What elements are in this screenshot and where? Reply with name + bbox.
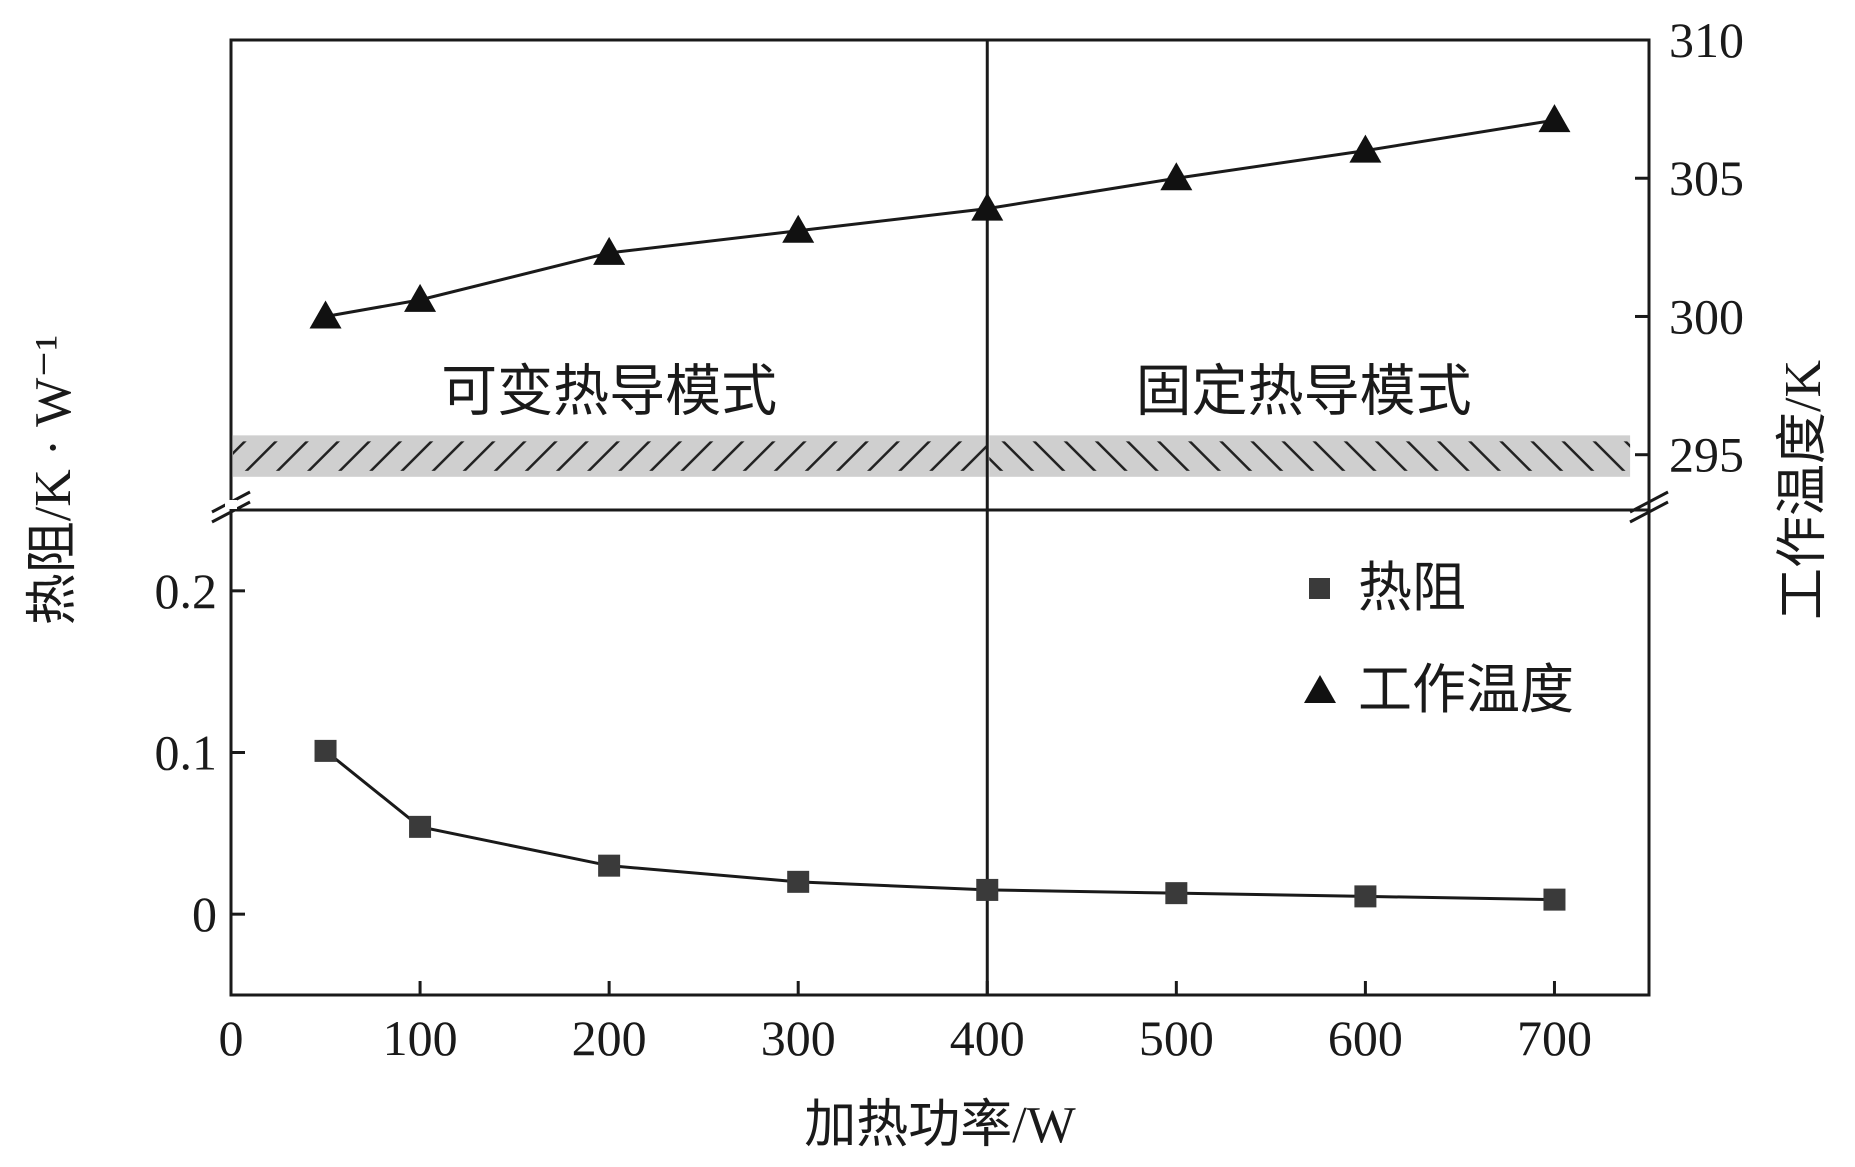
x-tick-label-500: 500	[1139, 1010, 1214, 1066]
point-square-50	[314, 739, 337, 762]
x-tick-label-600: 600	[1328, 1010, 1403, 1066]
legend-label-operating-temperature: 工作温度	[1358, 660, 1574, 720]
axis-break-marks-right	[1629, 490, 1669, 524]
series-layer	[309, 104, 1571, 911]
point-triangle-100	[404, 283, 437, 312]
left-tick-label-1: 0.1	[155, 725, 218, 781]
band-hatch-0	[233, 441, 988, 471]
series-line-square	[324, 749, 1555, 902]
legend-label-thermal-resistance: 热阻	[1358, 558, 1466, 618]
x-tick-label-700: 700	[1517, 1010, 1592, 1066]
hatched-band	[233, 435, 1631, 477]
x-tick-label-100: 100	[383, 1010, 458, 1066]
right-tick-label-0: 295	[1669, 427, 1744, 483]
x-axis-ticks: 0 100 200 300 400 500 600 700	[219, 981, 1592, 1066]
right-tick-label-3: 310	[1669, 12, 1744, 68]
series-line-triangle	[325, 118, 1555, 318]
right-axis-title: 工作温度/K	[1775, 360, 1832, 620]
left-tick-label-0: 0	[192, 886, 217, 942]
right-tick-label-2: 305	[1669, 150, 1744, 206]
point-triangle-400	[971, 192, 1004, 221]
region-label-fixed: 固定热导模式	[1136, 361, 1472, 423]
left-axis-ticks: 0 0.1 0.2	[155, 563, 245, 942]
point-square-700	[1543, 888, 1566, 911]
left-tick-label-2: 0.2	[155, 563, 218, 619]
axis-break-marks-left	[211, 490, 251, 524]
legend-triangle-marker	[1304, 675, 1336, 703]
point-triangle-600	[1349, 134, 1382, 163]
point-triangle-200	[593, 236, 626, 265]
point-square-500	[1165, 882, 1188, 905]
x-tick-label-200: 200	[572, 1010, 647, 1066]
point-square-400	[976, 878, 999, 901]
x-axis-title: 加热功率/W	[804, 1097, 1076, 1154]
x-tick-label-0: 0	[219, 1010, 244, 1066]
region-label-variable: 可变热导模式	[441, 361, 777, 423]
point-triangle-300	[782, 214, 815, 243]
x-tick-label-300: 300	[761, 1010, 836, 1066]
x-tick-label-400: 400	[950, 1010, 1025, 1066]
point-triangle-500	[1160, 162, 1193, 191]
left-axis-title: 热阻/K · W⁻¹	[25, 335, 82, 626]
point-square-600	[1354, 885, 1377, 908]
point-square-300	[787, 870, 810, 893]
plot-frame	[229, 38, 1651, 997]
point-square-100	[409, 815, 432, 838]
point-triangle-50	[309, 300, 342, 329]
legend: 热阻 工作温度	[1304, 558, 1574, 720]
point-square-200	[598, 854, 621, 877]
right-tick-label-1: 300	[1669, 288, 1744, 344]
band-hatch-1	[989, 441, 1631, 471]
right-axis-ticks: 295 300 305 310	[1635, 12, 1744, 483]
point-triangle-700	[1538, 104, 1571, 133]
legend-square-marker	[1309, 578, 1330, 599]
